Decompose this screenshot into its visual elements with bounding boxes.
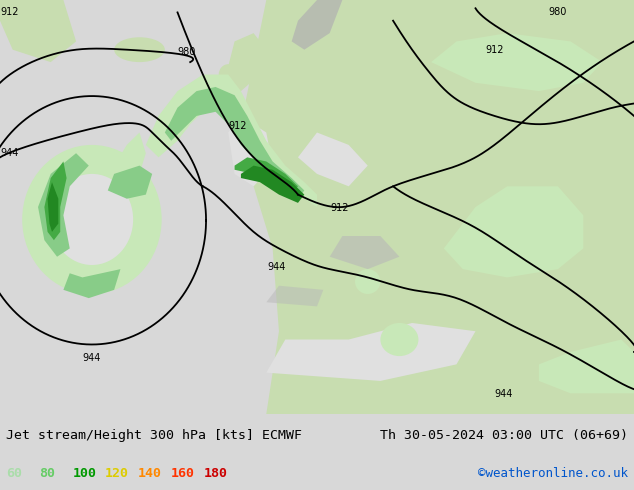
Text: 944: 944 bbox=[0, 148, 18, 158]
Text: 912: 912 bbox=[330, 203, 349, 213]
Ellipse shape bbox=[355, 269, 380, 294]
Text: 912: 912 bbox=[485, 45, 504, 55]
Polygon shape bbox=[539, 340, 634, 393]
Polygon shape bbox=[241, 0, 634, 414]
Polygon shape bbox=[63, 269, 120, 298]
Ellipse shape bbox=[380, 323, 418, 356]
Text: 80: 80 bbox=[39, 467, 55, 480]
Text: 944: 944 bbox=[83, 353, 101, 363]
Text: 140: 140 bbox=[138, 467, 162, 480]
Polygon shape bbox=[0, 0, 76, 62]
Text: 912: 912 bbox=[228, 122, 247, 131]
Polygon shape bbox=[235, 157, 298, 195]
Text: 60: 60 bbox=[6, 467, 22, 480]
Polygon shape bbox=[114, 132, 146, 178]
Text: Jet stream/Height 300 hPa [kts] ECMWF: Jet stream/Height 300 hPa [kts] ECMWF bbox=[6, 429, 302, 442]
Polygon shape bbox=[444, 186, 583, 277]
Text: 980: 980 bbox=[549, 7, 567, 18]
Polygon shape bbox=[38, 153, 89, 257]
Text: 944: 944 bbox=[268, 262, 286, 272]
Text: 180: 180 bbox=[204, 467, 228, 480]
Polygon shape bbox=[298, 132, 368, 186]
Polygon shape bbox=[108, 166, 152, 199]
Polygon shape bbox=[146, 74, 317, 207]
Polygon shape bbox=[431, 33, 602, 91]
Text: 912: 912 bbox=[0, 7, 18, 18]
Polygon shape bbox=[330, 236, 399, 269]
Text: 100: 100 bbox=[72, 467, 96, 480]
Ellipse shape bbox=[219, 64, 238, 85]
Ellipse shape bbox=[51, 174, 133, 265]
Polygon shape bbox=[228, 116, 273, 186]
Polygon shape bbox=[317, 0, 418, 132]
Text: 120: 120 bbox=[105, 467, 129, 480]
Text: 944: 944 bbox=[495, 389, 513, 399]
Text: 980: 980 bbox=[178, 47, 196, 57]
Polygon shape bbox=[228, 33, 266, 91]
Polygon shape bbox=[266, 323, 476, 381]
Polygon shape bbox=[48, 182, 58, 232]
Polygon shape bbox=[292, 0, 342, 49]
Polygon shape bbox=[266, 286, 323, 306]
Text: ©weatheronline.co.uk: ©weatheronline.co.uk bbox=[477, 467, 628, 480]
Text: Th 30-05-2024 03:00 UTC (06+69): Th 30-05-2024 03:00 UTC (06+69) bbox=[380, 429, 628, 442]
Polygon shape bbox=[241, 166, 304, 203]
Polygon shape bbox=[44, 162, 67, 240]
Text: 160: 160 bbox=[171, 467, 195, 480]
Polygon shape bbox=[165, 87, 304, 199]
Ellipse shape bbox=[22, 145, 162, 294]
Ellipse shape bbox=[114, 37, 165, 62]
